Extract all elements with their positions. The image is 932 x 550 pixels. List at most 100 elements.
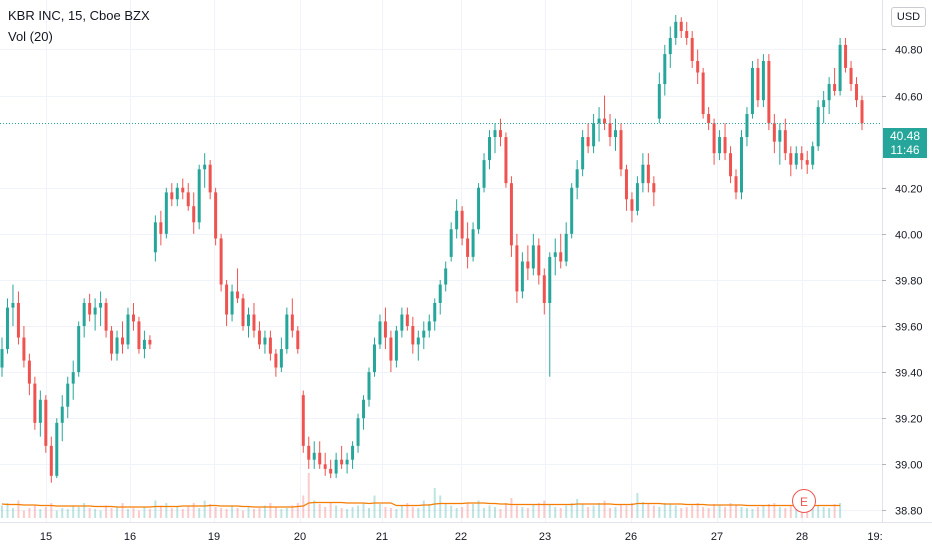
volume-bar	[641, 502, 644, 518]
volume-bar	[274, 507, 277, 518]
volume-bar	[504, 503, 507, 518]
volume-bar	[433, 488, 436, 518]
candle	[82, 298, 86, 338]
volume-bar	[762, 505, 765, 518]
candle-body	[115, 337, 119, 354]
candle	[701, 67, 705, 119]
candle-body	[860, 100, 864, 124]
volume-bar	[209, 504, 212, 518]
candle-body	[372, 344, 376, 373]
price-tick-label: 39.80	[895, 276, 923, 288]
candle-body	[822, 100, 826, 108]
candle-body	[608, 123, 612, 138]
candle	[148, 335, 152, 350]
volume-bar	[570, 503, 573, 518]
candle	[99, 291, 103, 327]
candle-body	[33, 383, 37, 423]
volume-bar	[132, 508, 135, 518]
volume-bar	[422, 500, 425, 518]
candle	[16, 291, 20, 345]
volume-bar	[291, 505, 294, 518]
candle-body	[77, 326, 81, 373]
candle-body	[394, 330, 398, 361]
candle-body	[663, 54, 667, 85]
price-tick-label: 40.00	[895, 230, 923, 242]
candle	[137, 316, 141, 354]
candle-body	[236, 291, 240, 299]
candle-body	[159, 222, 163, 234]
candle-body	[745, 114, 749, 138]
volume-bar	[817, 505, 820, 518]
volume-bar	[630, 503, 633, 518]
candle-body	[537, 245, 541, 276]
candle-body	[433, 302, 437, 322]
candle	[22, 326, 26, 368]
candle	[772, 114, 776, 154]
candle-body	[833, 84, 837, 91]
volume-bar	[707, 508, 710, 518]
candle-body	[170, 192, 174, 200]
candle-body	[329, 468, 333, 474]
candle	[296, 326, 300, 354]
candle	[351, 441, 355, 469]
candle-body	[16, 302, 20, 338]
candle-body	[635, 183, 639, 211]
candle-body	[345, 459, 349, 465]
candle-body	[405, 314, 409, 327]
candle-body	[104, 302, 108, 331]
candle-body	[142, 339, 146, 350]
volume-bar	[28, 508, 31, 518]
candle-body	[811, 146, 815, 165]
volume-bar	[455, 508, 458, 518]
candle	[236, 268, 240, 303]
volume-bar	[1, 505, 3, 518]
candle-body	[471, 229, 475, 257]
candle	[159, 210, 163, 246]
candle-body	[734, 176, 738, 193]
candle	[531, 233, 535, 276]
volume-bar	[121, 503, 124, 518]
candle-body	[0, 349, 4, 368]
candle-body	[241, 298, 245, 327]
volume-bar	[499, 509, 502, 518]
volume-bar	[756, 507, 759, 518]
candle-body	[789, 153, 793, 165]
candle	[860, 95, 864, 131]
volume-bar	[362, 503, 365, 518]
volume-bar	[735, 505, 738, 518]
volume-bar	[307, 473, 310, 518]
candle-body	[197, 169, 201, 223]
candle	[635, 176, 639, 216]
volume-legend[interactable]: Vol (20)	[8, 29, 53, 44]
volume-bar	[461, 507, 464, 518]
symbol-legend[interactable]: KBR INC, 15, Cboe BZX	[8, 8, 150, 23]
currency-button[interactable]: USD	[891, 7, 926, 27]
volume-bar	[198, 508, 201, 518]
volume-bar	[795, 504, 798, 518]
candle	[729, 146, 733, 184]
volume-bar	[50, 503, 53, 518]
candle-body	[82, 302, 86, 327]
candle	[378, 314, 382, 350]
candle	[641, 153, 645, 193]
volume-bar	[729, 503, 732, 518]
candle-body	[542, 275, 546, 303]
earnings-marker[interactable]: E	[792, 489, 816, 513]
candle	[542, 268, 546, 315]
time-axis[interactable]: 15 16 19 20 21 22 23 26 27 28 19:	[0, 522, 932, 544]
price-tick-label: 39.20	[895, 414, 923, 426]
candle-body	[351, 445, 355, 460]
price-axis[interactable]: 40.80 40.60 40.20 40.00 39.80 39.60 39.40 39.20…	[882, 0, 932, 550]
volume-bar	[33, 505, 36, 518]
volume-bar	[581, 504, 584, 518]
volume-bar	[510, 498, 513, 518]
volume-bar	[159, 505, 162, 518]
volume-bar	[554, 507, 557, 518]
candle	[0, 337, 4, 377]
time-tick-label: 16	[124, 531, 136, 543]
candle	[142, 330, 146, 359]
volume-bar	[598, 503, 601, 518]
candle	[181, 178, 185, 200]
candle	[285, 307, 289, 354]
